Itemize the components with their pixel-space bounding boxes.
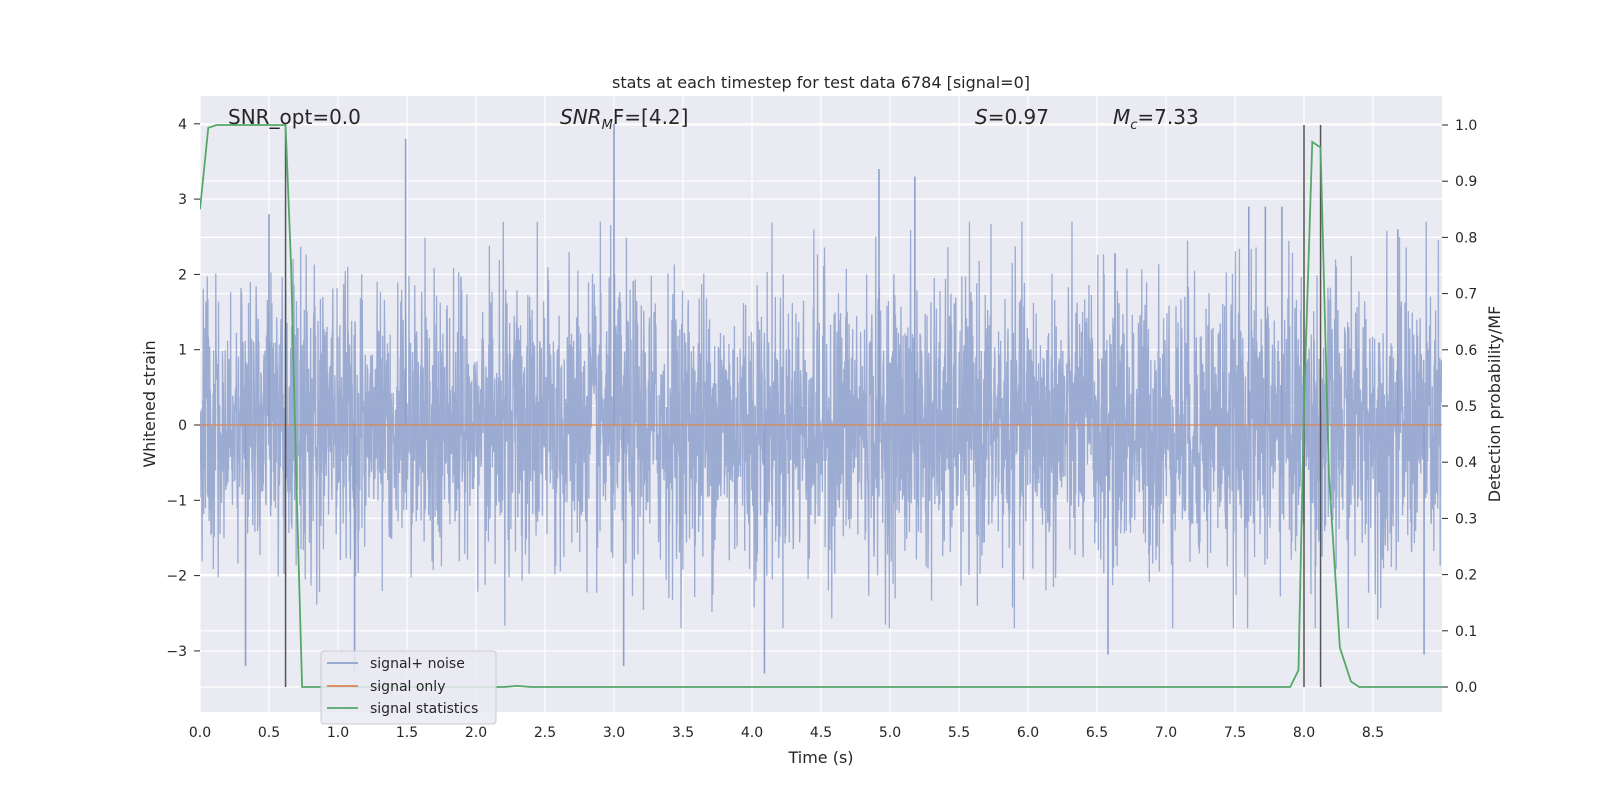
y-right-tick-label: 0.8 <box>1455 230 1477 246</box>
legend-label-noise: signal+ noise <box>370 656 465 672</box>
signal-statistics-series <box>200 124 1442 688</box>
y-tick-label: −3 <box>166 644 187 660</box>
y-right-tick-label: 0.3 <box>1455 511 1477 527</box>
x-tick-label: 3.0 <box>603 725 625 741</box>
legend: signal+ noise signal only signal statist… <box>320 650 497 725</box>
y-right-tick-label: 0.6 <box>1455 343 1477 359</box>
y-right-tick-label: 0.1 <box>1455 624 1477 640</box>
x-tick-label: 5.0 <box>879 725 901 741</box>
annotation-s: S=0.97 <box>975 105 1049 129</box>
x-tick-label: 1.0 <box>327 725 349 741</box>
x-tick-label: 7.5 <box>1224 725 1246 741</box>
y-tick-label: −1 <box>166 493 187 509</box>
annotation-mc: Mc=7.33 <box>1113 105 1199 133</box>
y-right-tick-labels: 1.0 0.9 0.8 0.7 0.6 0.5 0.4 0.3 0.2 0.1 0.0 <box>1455 118 1477 696</box>
y-tick-label: 4 <box>178 117 187 133</box>
y-axis-label: Whitened strain <box>140 340 159 467</box>
annotation-snr-opt: SNR_opt=0.0 <box>228 105 361 129</box>
y-right-axis-label: Detection probability/MF <box>1485 306 1504 503</box>
y-right-tick-label: 0.4 <box>1455 455 1477 471</box>
signal-noise-series <box>200 123 1442 674</box>
x-axis-label: Time (s) <box>787 748 853 767</box>
legend-label-signal: signal only <box>370 679 445 695</box>
y-tick-labels: 4 3 2 1 0 −1 −2 −3 <box>166 117 187 660</box>
y-tick-label: 0 <box>178 418 187 434</box>
y-tick-label: 3 <box>178 192 187 208</box>
x-tick-label: 5.5 <box>948 725 970 741</box>
y-right-tick-label: 0.5 <box>1455 399 1477 415</box>
x-tick-label: 2.5 <box>534 725 556 741</box>
x-tick-label: 4.0 <box>741 725 763 741</box>
y-tick-label: 2 <box>178 267 187 283</box>
y-right-tick-label: 0.2 <box>1455 568 1477 584</box>
x-tick-label: 8.5 <box>1362 725 1384 741</box>
y-tick-label: 1 <box>178 343 187 359</box>
x-tick-label: 6.0 <box>1017 725 1039 741</box>
x-tick-label: 8.0 <box>1293 725 1315 741</box>
annotation-snr-mf: SNRMF=[4.2] <box>560 105 688 133</box>
x-tick-label: 1.5 <box>396 725 418 741</box>
x-tick-label: 4.5 <box>810 725 832 741</box>
y-right-tick-label: 1.0 <box>1455 118 1477 134</box>
signal-statistics-line <box>200 124 1442 688</box>
signal-noise-line <box>200 221 1442 629</box>
x-tick-label: 0.0 <box>189 725 211 741</box>
y-right-tick-label: 0.0 <box>1455 680 1477 696</box>
x-tick-label: 3.5 <box>672 725 694 741</box>
y-tick-label: −2 <box>166 569 187 585</box>
y-right-tick-label: 0.9 <box>1455 174 1477 190</box>
x-tick-label: 2.0 <box>465 725 487 741</box>
legend-label-statistics: signal statistics <box>370 701 478 717</box>
x-tick-label: 6.5 <box>1086 725 1108 741</box>
x-tick-labels: 0.0 0.5 1.0 1.5 2.0 2.5 3.0 3.5 4.0 4.5 5.0 5.5 6.0 6… <box>189 725 1384 741</box>
chart-title: stats at each timestep for test data 678… <box>612 73 1030 92</box>
y-right-tick-label: 0.7 <box>1455 287 1477 303</box>
x-tick-label: 7.0 <box>1155 725 1177 741</box>
legend-box <box>320 650 497 725</box>
x-tick-label: 0.5 <box>258 725 280 741</box>
signal-noise-peaks <box>244 123 1425 674</box>
